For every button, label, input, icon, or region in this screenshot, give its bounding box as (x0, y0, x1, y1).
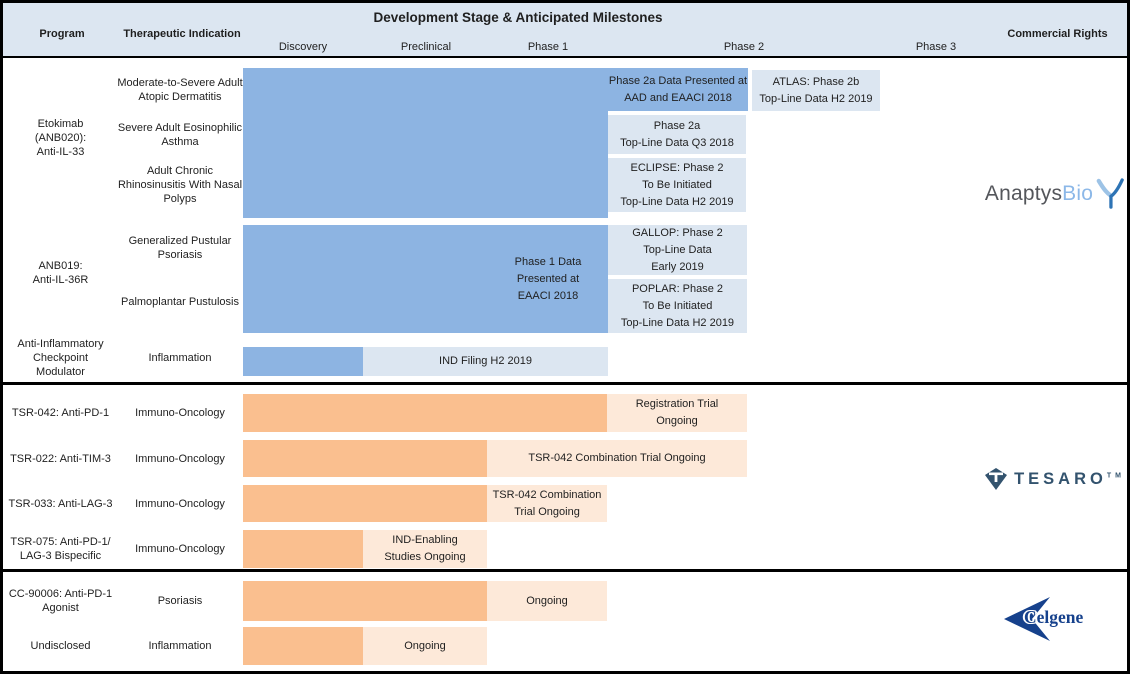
indication-psoriasis: Psoriasis (157, 595, 203, 607)
phase-header-phase-3: Phase 3 (915, 41, 957, 53)
program-label-undisclosed: Undisclosed (30, 640, 91, 652)
page-title: Development Stage & Anticipated Mileston… (373, 10, 663, 25)
milestone-eclipse: ECLIPSE: Phase 2 To Be Initiated Top-Lin… (608, 158, 746, 212)
indication-asthma: Severe Adult Eosinophilic Asthma (117, 121, 243, 148)
anaptysbio-logo-text-gray: Anaptys (984, 182, 1063, 205)
indication-rhinosinusitis: Adult Chronic Rhinosinusitis With Nasal … (117, 165, 243, 205)
indication-io-2: Immuno-Oncology (135, 452, 225, 465)
indication-gpp: Generalized Pustular Psoriasis (128, 235, 232, 261)
indication-atopic-dermatitis: Moderate-to-Severe Adult Atopic Dermatit… (117, 76, 243, 103)
bar-checkpoint-discovery (243, 347, 363, 376)
indication-inflammation-1: Inflammation (148, 352, 212, 364)
bar-undisclosed (243, 627, 363, 665)
program-label-tsr022: TSR-022: Anti-TIM-3 (10, 452, 111, 465)
phase-header-discovery: Discovery (278, 41, 328, 53)
milestone-ind-filing: IND Filing H2 2019 (363, 347, 608, 376)
milestone-poplar: POPLAR: Phase 2 To Be Initiated Top-Line… (608, 279, 747, 333)
indication-io-1: Immuno-Oncology (135, 407, 225, 419)
program-label-cc90006: CC-90006: Anti-PD-1 Agonist (8, 588, 113, 614)
bar-etokimab-ad-phase2-label: Phase 2a Data Presented at AAD and EAACI… (608, 68, 748, 111)
indication-io-4: Immuno-Oncology (135, 543, 225, 555)
milestone-tsr033-combo: TSR-042 Combination Trial Ongoing (487, 485, 607, 522)
bar-tsr042 (243, 394, 607, 432)
milestone-cc90006-ongoing: Ongoing (487, 581, 607, 621)
column-header-indication: Therapeutic Indication (123, 28, 241, 40)
program-label-anb019: ANB019: Anti-IL-36R (32, 260, 89, 286)
anaptysbio-antibody-icon (1096, 178, 1124, 209)
milestone-asthma-phase2a: Phase 2a Top-Line Data Q3 2018 (608, 115, 746, 154)
section-divider (3, 382, 1127, 385)
milestone-tsr042-registration: Registration Trial Ongoing (607, 394, 747, 432)
celgene-logo: Celgene (988, 591, 1127, 647)
tesaro-diamond-icon (985, 468, 1008, 490)
milestone-tsr022-combo: TSR-042 Combination Trial Ongoing (487, 440, 747, 477)
program-label-checkpoint-modulator: Anti-Inflammatory Checkpoint Modulator (17, 338, 104, 378)
program-label-tsr042: TSR-042: Anti-PD-1 (11, 407, 110, 419)
header-band: Development Stage & Anticipated Mileston… (3, 3, 1127, 58)
tesaro-trademark: TM (1106, 472, 1125, 479)
phase-header-phase-1: Phase 1 (527, 41, 569, 53)
program-label-tsr075: TSR-075: Anti-PD-1/ LAG-3 Bispecific (10, 536, 111, 562)
celgene-star-icon (1004, 597, 1050, 641)
bar-cc90006 (243, 581, 487, 621)
bar-etokimab (243, 68, 608, 218)
section-divider (3, 569, 1127, 572)
milestone-undisclosed-ongoing: Ongoing (363, 627, 487, 665)
program-label-etokimab: Etokimab (ANB020): Anti-IL-33 (34, 118, 87, 158)
bar-tsr033 (243, 485, 487, 522)
celgene-logo-text: Celgene (1024, 607, 1084, 627)
bar-tsr022 (243, 440, 487, 477)
milestone-gallop: GALLOP: Phase 2 Top-Line Data Early 2019 (608, 225, 747, 275)
column-header-commercial-rights: Commercial Rights (1007, 28, 1108, 40)
bar-anb019-phase1-label: Phase 1 Data Presented at EAACI 2018 (514, 255, 582, 302)
indication-ppp: Palmoplantar Pustulosis (120, 296, 239, 308)
anaptysbio-logo-text: AnaptysBio (985, 182, 1093, 206)
tesaro-logo-text: TESAROTM (1014, 470, 1125, 489)
program-label-tsr033: TSR-033: Anti-LAG-3 (8, 497, 113, 510)
milestone-atlas: ATLAS: Phase 2b Top-Line Data H2 2019 (752, 70, 880, 111)
column-header-program: Program (39, 28, 85, 40)
bar-tsr075 (243, 530, 363, 568)
phase-header-phase-2: Phase 2 (723, 41, 765, 53)
tesaro-logo: TESAROTM (983, 459, 1127, 499)
phase-header-preclinical: Preclinical (400, 41, 452, 53)
tesaro-wordmark: TESARO (1014, 469, 1107, 488)
indication-inflammation-2: Inflammation (148, 640, 212, 652)
anaptysbio-logo: AnaptysBio (983, 169, 1127, 219)
bar-anb019 (243, 225, 608, 333)
indication-io-3: Immuno-Oncology (135, 497, 225, 510)
anaptysbio-logo-text-blue: Bio (1062, 182, 1094, 205)
milestone-tsr075-ind: IND-Enabling Studies Ongoing (363, 530, 487, 568)
